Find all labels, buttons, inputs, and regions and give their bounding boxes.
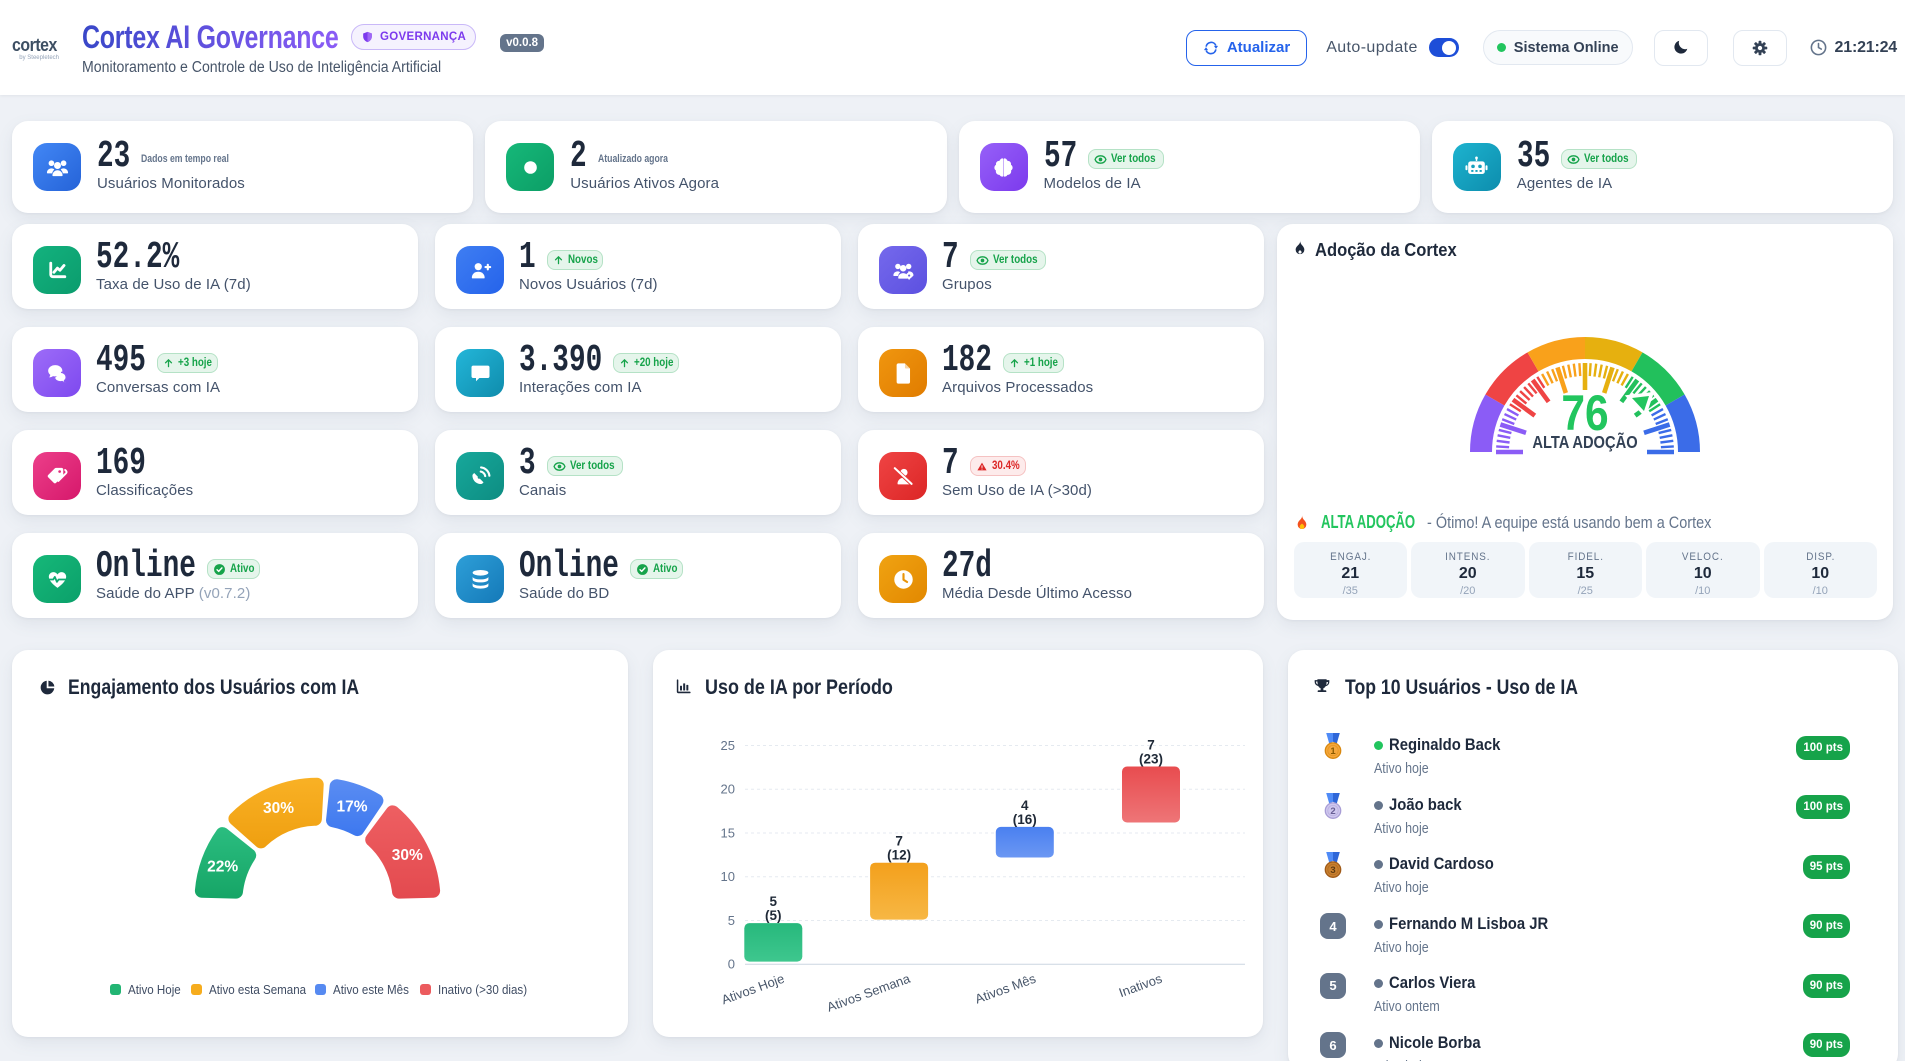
svg-text:(23): (23) xyxy=(1139,752,1163,767)
svg-text:76: 76 xyxy=(1561,385,1608,441)
svg-text:30%: 30% xyxy=(392,847,423,864)
svg-text:Ativos Hoje: Ativos Hoje xyxy=(719,971,786,1008)
svg-text:1: 1 xyxy=(1330,746,1336,757)
svg-text:17%: 17% xyxy=(336,798,367,815)
svg-text:25: 25 xyxy=(721,738,735,753)
svg-text:4: 4 xyxy=(1021,798,1029,813)
svg-text:20: 20 xyxy=(721,782,735,797)
svg-text:22%: 22% xyxy=(207,859,238,876)
svg-text:3: 3 xyxy=(1330,865,1335,876)
svg-text:(12): (12) xyxy=(887,848,911,863)
svg-text:7: 7 xyxy=(895,834,903,849)
svg-text:0: 0 xyxy=(728,957,735,972)
svg-text:(16): (16) xyxy=(1013,812,1037,827)
svg-text:Inativos: Inativos xyxy=(1117,971,1165,1001)
svg-text:Ativos Mês: Ativos Mês xyxy=(973,971,1038,1007)
svg-text:5: 5 xyxy=(770,894,778,909)
svg-text:2: 2 xyxy=(1330,806,1335,817)
svg-text:Ativos Semana: Ativos Semana xyxy=(825,970,913,1014)
svg-text:15: 15 xyxy=(721,826,735,841)
svg-text:ALTA ADOÇÃO: ALTA ADOÇÃO xyxy=(1532,431,1637,453)
svg-text:(5): (5) xyxy=(765,908,782,923)
svg-text:5: 5 xyxy=(728,913,735,928)
svg-text:10: 10 xyxy=(721,869,735,884)
svg-text:30%: 30% xyxy=(263,800,294,817)
svg-text:7: 7 xyxy=(1147,738,1155,753)
